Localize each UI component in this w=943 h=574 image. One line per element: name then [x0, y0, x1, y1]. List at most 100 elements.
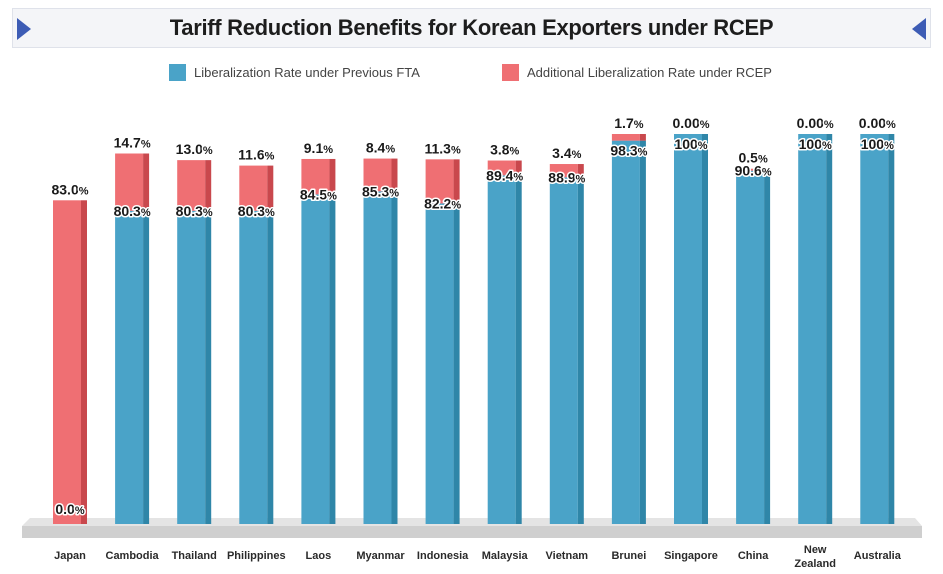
bar-rcep-cambodia [115, 153, 144, 211]
label-previous-thailand: 80.3% [176, 203, 213, 219]
bar-previous-philippines [239, 210, 268, 524]
label-previous-philippines: 80.3% [238, 203, 275, 219]
legend-label-rcep: Additional Liberalization Rate under RCE… [527, 65, 772, 80]
bar-previous-singapore [674, 134, 702, 524]
bar-previous-malaysia [487, 175, 516, 524]
category-label-singapore: Singapore [664, 550, 718, 562]
bar-previous-side-philippines [267, 210, 274, 524]
label-rcep-laos: 9.1% [304, 140, 333, 156]
label-previous-australia: 100% [861, 136, 894, 152]
category-label-australia: Australia [854, 550, 902, 562]
label-rcep-singapore: 0.00% [672, 115, 709, 131]
bar-rcep-side-myanmar [391, 158, 398, 192]
label-rcep-myanmar: 8.4% [366, 140, 395, 156]
category-label-cambodia: Cambodia [106, 550, 160, 562]
chart-title: Tariff Reduction Benefits for Korean Exp… [169, 15, 774, 40]
bar-rcep-side-philippines [267, 165, 274, 211]
bar-previous-new-zealand [798, 134, 827, 524]
bar-rcep-side-japan [81, 200, 87, 525]
bar-rcep-side-vietnam [577, 164, 584, 178]
category-label-brunei: Brunei [611, 550, 646, 562]
floor-front [22, 526, 922, 538]
bar-rcep-side-china [764, 168, 771, 171]
bar-previous-side-malaysia [515, 175, 522, 524]
category-label-laos: Laos [306, 550, 332, 562]
label-rcep-australia: 0.00% [859, 115, 896, 131]
bar-previous-china [736, 170, 765, 524]
bar-rcep-vietnam [549, 164, 578, 178]
category-label-new-zealand-2: Zealand [794, 558, 836, 570]
label-rcep-cambodia: 14.7% [114, 135, 151, 151]
bar-previous-side-cambodia [143, 210, 150, 524]
arrow-right-icon [912, 18, 926, 40]
bar-rcep-myanmar [363, 158, 392, 192]
legend: Liberalization Rate under Previous FTA A… [0, 64, 943, 84]
category-label-thailand: Thailand [172, 550, 217, 562]
bar-previous-australia [860, 134, 889, 524]
bar-rcep-laos [301, 158, 330, 195]
legend-label-previous: Liberalization Rate under Previous FTA [194, 65, 420, 80]
bar-previous-indonesia [425, 203, 454, 525]
label-rcep-china: 0.5% [738, 150, 767, 166]
bar-rcep-malaysia [487, 160, 516, 176]
label-previous-brunei: 98.3% [610, 143, 647, 159]
bar-rcep-china [736, 168, 765, 171]
label-rcep-indonesia: 11.3% [424, 140, 460, 156]
label-previous-malaysia: 89.4% [486, 167, 523, 183]
category-label-malaysia: Malaysia [482, 550, 529, 562]
label-previous-new-zealand: 100% [799, 136, 832, 152]
category-label-myanmar: Myanmar [356, 550, 405, 562]
bar-rcep-brunei [611, 134, 640, 141]
bar-rcep-thailand [177, 160, 206, 211]
bar-previous-side-new-zealand [826, 134, 833, 524]
bar-previous-side-laos [329, 194, 336, 524]
bar-previous-thailand [177, 210, 206, 524]
bar-previous-side-myanmar [391, 191, 398, 524]
label-previous-myanmar: 85.3% [362, 183, 399, 199]
label-rcep-new-zealand: 0.00% [797, 115, 834, 131]
bar-rcep-japan [53, 200, 81, 525]
category-label-philippines: Philippines [227, 550, 286, 562]
bar-previous-side-brunei [639, 140, 646, 524]
bar-rcep-indonesia [425, 159, 454, 204]
bar-previous-cambodia [115, 210, 144, 524]
category-label-china: China [738, 550, 769, 562]
label-previous-vietnam: 88.9% [548, 169, 585, 185]
label-rcep-philippines: 11.6% [238, 147, 274, 163]
label-rcep-brunei: 1.7% [614, 115, 643, 131]
label-rcep-malaysia: 3.8% [490, 142, 519, 158]
label-rcep-japan: 83.0% [51, 181, 88, 197]
legend-item-rcep: Additional Liberalization Rate under RCE… [502, 64, 772, 81]
bar-rcep-side-cambodia [143, 153, 150, 211]
label-previous-cambodia: 80.3% [114, 203, 151, 219]
legend-item-previous: Liberalization Rate under Previous FTA [169, 64, 420, 81]
bar-rcep-side-thailand [205, 160, 212, 211]
category-label-vietnam: Vietnam [546, 550, 589, 562]
bar-previous-vietnam [549, 177, 578, 525]
legend-swatch-previous [169, 64, 186, 81]
label-previous-singapore: 100% [674, 136, 707, 152]
label-previous-indonesia: 82.2% [424, 195, 461, 211]
bar-previous-myanmar [363, 191, 392, 524]
bar-previous-side-vietnam [577, 177, 584, 525]
bar-rcep-side-brunei [639, 134, 646, 141]
bar-previous-side-singapore [702, 134, 708, 524]
floor-top [22, 518, 922, 526]
bar-previous-laos [301, 194, 330, 524]
label-rcep-vietnam: 3.4% [552, 145, 581, 161]
label-previous-japan: 0.0% [55, 501, 84, 517]
category-label-indonesia: Indonesia [417, 550, 469, 562]
title-banner: Tariff Reduction Benefits for Korean Exp… [12, 8, 931, 48]
bar-rcep-side-laos [329, 158, 336, 195]
label-rcep-thailand: 13.0% [176, 141, 213, 157]
bar-previous-side-china [764, 170, 771, 524]
bar-rcep-side-indonesia [453, 159, 460, 204]
bar-previous-side-thailand [205, 210, 212, 524]
bar-rcep-side-malaysia [515, 160, 522, 176]
bar-previous-side-indonesia [453, 203, 460, 525]
category-label-japan: Japan [54, 550, 86, 562]
category-label-new-zealand-1: New [804, 544, 827, 556]
label-previous-laos: 84.5% [300, 186, 337, 202]
arrow-left-icon [17, 18, 31, 40]
